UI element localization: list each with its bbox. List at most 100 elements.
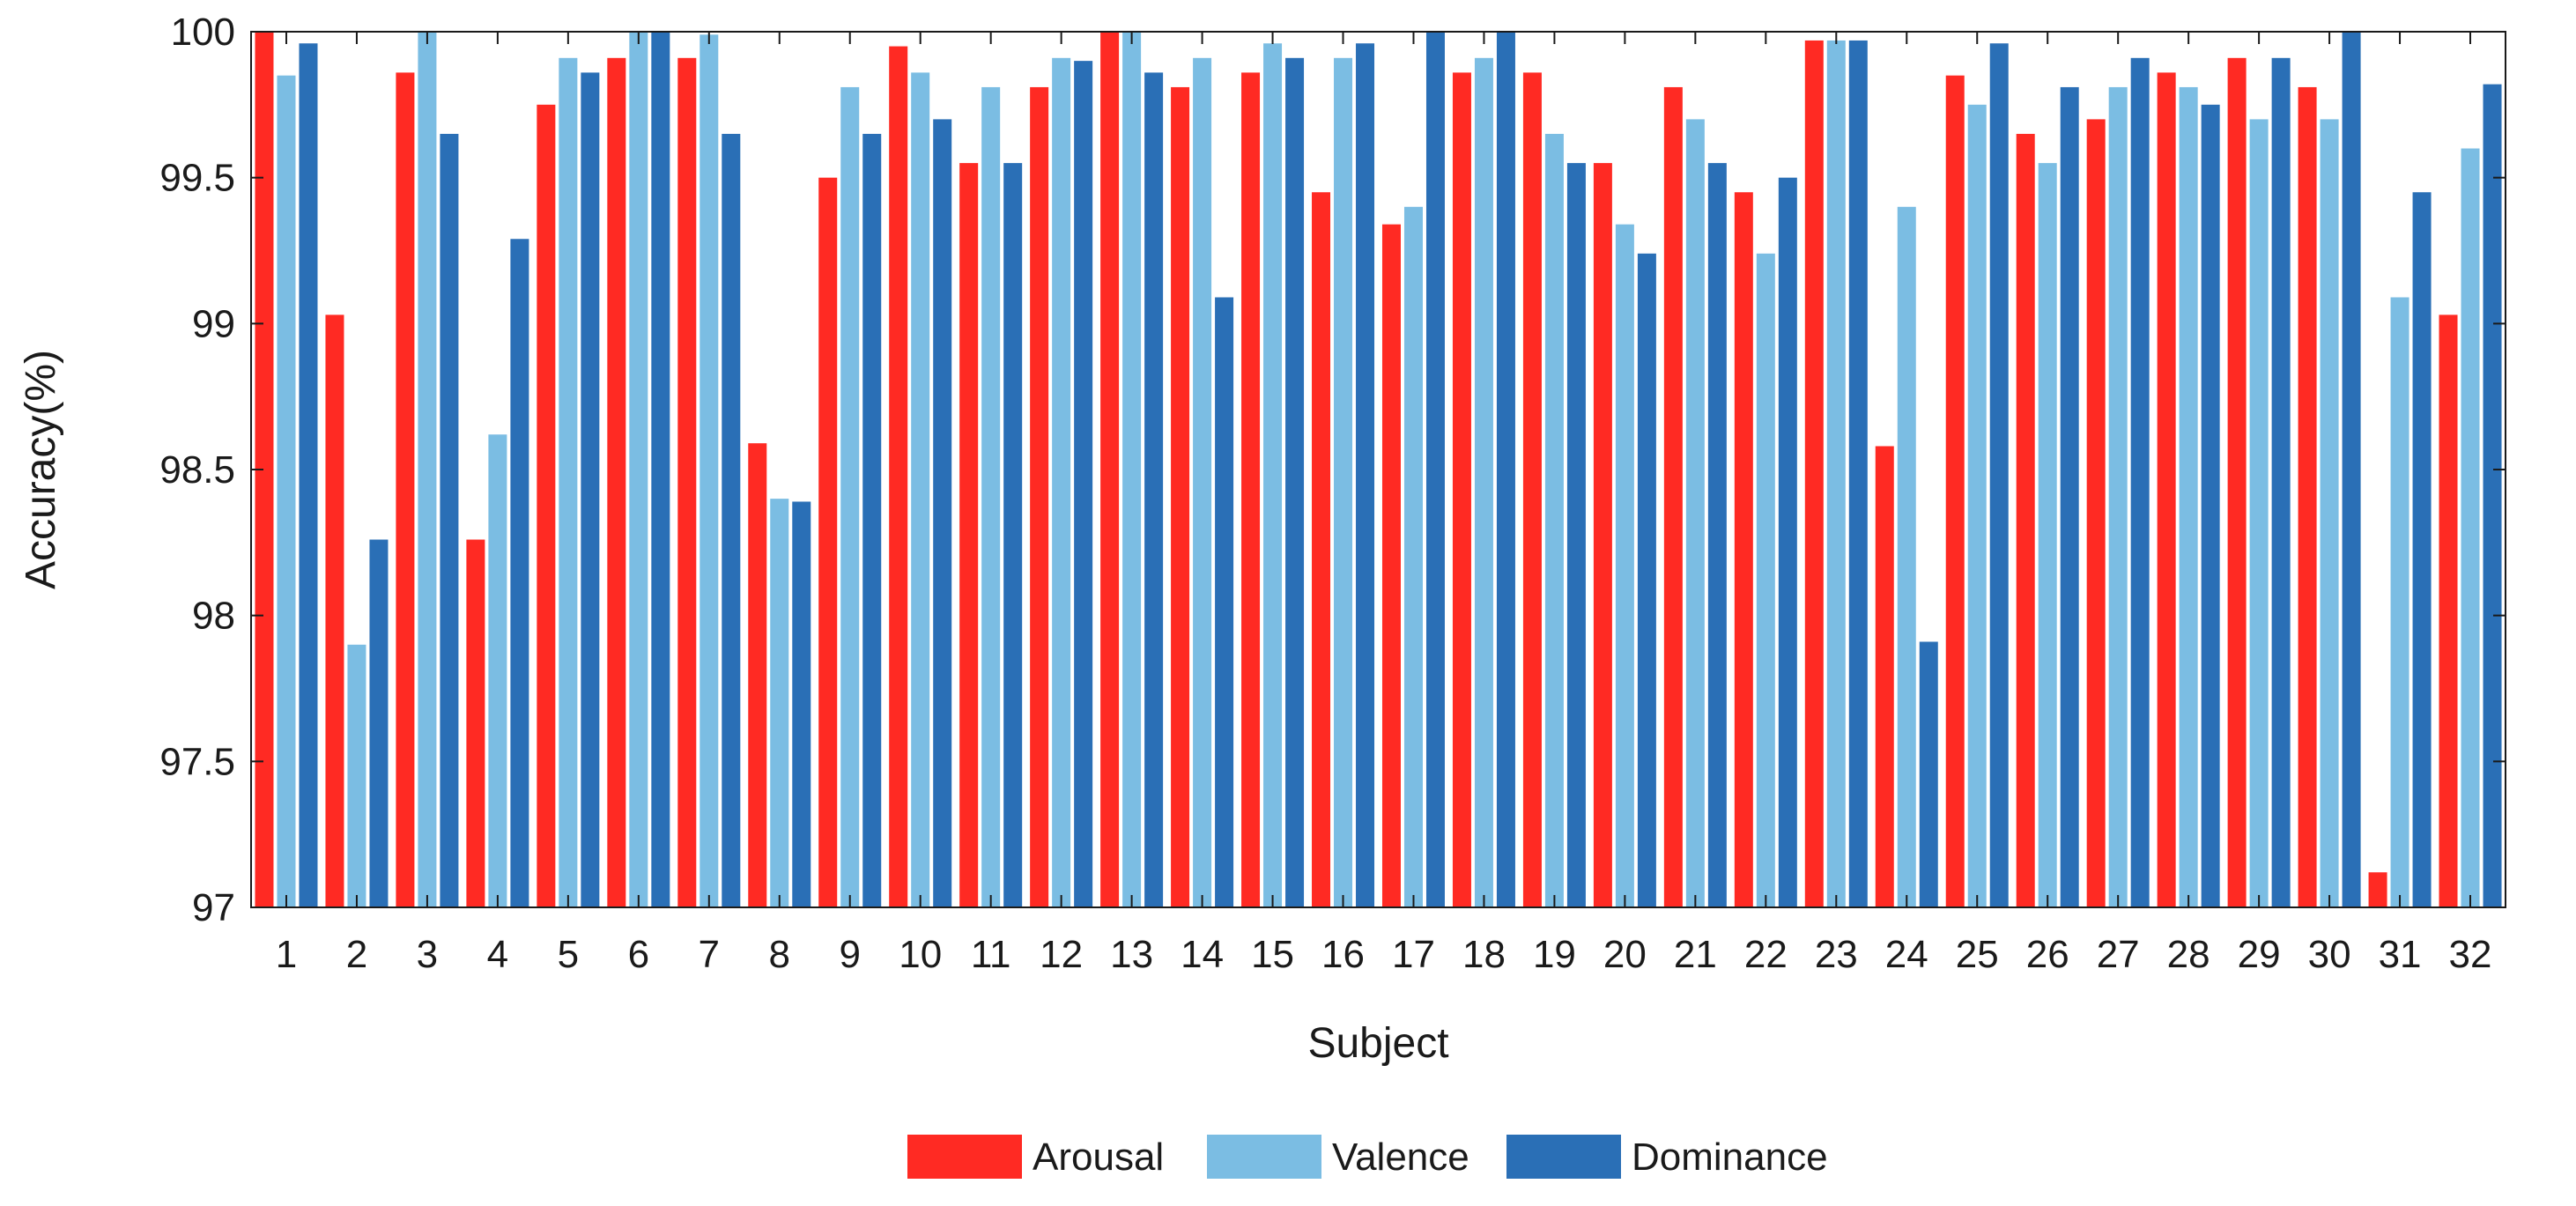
x-tick-label: 23 <box>1815 933 1858 976</box>
bar-arousal-subject-14 <box>1171 86 1190 907</box>
x-tick-label: 15 <box>1251 933 1294 976</box>
bar-valence-subject-12 <box>1052 57 1071 907</box>
bar-valence-subject-6 <box>629 32 648 907</box>
bar-dominance-subject-9 <box>862 133 882 908</box>
bar-dominance-subject-23 <box>1848 40 1868 907</box>
x-tick-label: 26 <box>2026 933 2069 976</box>
bar-valence-subject-27 <box>2108 86 2128 907</box>
x-tick-label: 4 <box>487 933 508 976</box>
bar-dominance-subject-7 <box>722 133 741 908</box>
bar-dominance-subject-8 <box>792 501 811 907</box>
bar-valence-subject-3 <box>418 32 437 907</box>
x-tick-label: 12 <box>1040 933 1083 976</box>
x-tick-label: 24 <box>1885 933 1928 976</box>
bar-dominance-subject-3 <box>440 133 459 908</box>
bar-valence-subject-31 <box>2390 297 2409 907</box>
bar-valence-subject-28 <box>2179 86 2198 907</box>
bar-arousal-subject-29 <box>2227 57 2247 907</box>
bar-dominance-subject-13 <box>1144 72 1164 907</box>
x-tick-label: 13 <box>1110 933 1153 976</box>
x-tick-label: 3 <box>417 933 438 976</box>
bar-arousal-subject-4 <box>466 539 485 907</box>
bar-arousal-subject-3 <box>396 72 415 907</box>
bar-arousal-subject-25 <box>1945 75 1965 907</box>
y-axis-ticks: 97 97.5 98 98.5 99 99.5 100 <box>159 11 2506 929</box>
bar-dominance-subject-29 <box>2271 57 2291 907</box>
bar-dominance-subject-20 <box>1637 253 1656 907</box>
bar-arousal-subject-32 <box>2439 314 2458 907</box>
legend-label-arousal: Arousal <box>1033 1136 1164 1179</box>
bar-arousal-subject-21 <box>1663 86 1683 907</box>
bars-layer <box>255 32 2502 908</box>
x-tick-label: 28 <box>2167 933 2210 976</box>
bar-arousal-subject-22 <box>1734 192 1753 908</box>
y-tick-label: 97.5 <box>159 740 235 783</box>
bar-valence-subject-15 <box>1263 43 1283 907</box>
bar-arousal-subject-11 <box>959 163 979 908</box>
bar-dominance-subject-18 <box>1496 32 1515 907</box>
x-tick-label: 27 <box>2097 933 2140 976</box>
bar-arousal-subject-17 <box>1381 224 1401 907</box>
bar-dominance-subject-15 <box>1285 57 1305 907</box>
x-tick-label: 10 <box>899 933 942 976</box>
bar-dominance-subject-22 <box>1778 177 1797 908</box>
bar-arousal-subject-19 <box>1522 72 1542 907</box>
bar-dominance-subject-16 <box>1356 43 1375 907</box>
x-tick-label: 21 <box>1674 933 1717 976</box>
y-tick-label: 98.5 <box>159 448 235 492</box>
bar-arousal-subject-23 <box>1804 40 1824 907</box>
bar-dominance-subject-2 <box>369 539 389 907</box>
x-tick-label: 18 <box>1462 933 1506 976</box>
bar-valence-subject-29 <box>2249 119 2269 907</box>
x-axis-ticks: 1 2 3 4 5 6 7 8 9 10 11 12 13 14 15 16 17 18 19 20 21 22 23 24 2… <box>276 32 2492 976</box>
bar-arousal-subject-2 <box>325 314 344 907</box>
y-tick-label: 99 <box>192 302 235 345</box>
bar-arousal-subject-6 <box>607 57 626 907</box>
legend-swatch-valence <box>1207 1135 1321 1179</box>
bar-arousal-subject-31 <box>2368 872 2387 907</box>
bar-valence-subject-11 <box>981 86 1001 907</box>
bar-valence-subject-26 <box>2038 163 2057 908</box>
bar-arousal-subject-20 <box>1593 163 1612 908</box>
bar-arousal-subject-5 <box>537 104 556 907</box>
x-tick-label: 6 <box>628 933 649 976</box>
bar-valence-subject-7 <box>700 34 719 908</box>
y-tick-label: 97 <box>192 886 235 929</box>
legend-label-dominance: Dominance <box>1632 1136 1828 1179</box>
bar-valence-subject-30 <box>2320 119 2339 907</box>
bar-valence-subject-4 <box>488 434 507 907</box>
bar-arousal-subject-13 <box>1100 32 1120 907</box>
bar-valence-subject-25 <box>1967 104 1987 907</box>
bar-dominance-subject-30 <box>2342 32 2361 907</box>
bar-arousal-subject-7 <box>677 57 697 907</box>
x-tick-label: 14 <box>1181 933 1224 976</box>
x-tick-label: 17 <box>1392 933 1435 976</box>
y-tick-label: 100 <box>171 11 235 54</box>
bar-dominance-subject-1 <box>299 43 318 907</box>
bar-arousal-subject-12 <box>1030 86 1049 907</box>
bar-dominance-subject-21 <box>1707 163 1727 908</box>
bar-arousal-subject-24 <box>1875 446 1894 907</box>
bar-valence-subject-21 <box>1685 119 1705 907</box>
bar-arousal-subject-10 <box>889 46 908 907</box>
x-tick-label: 22 <box>1744 933 1788 976</box>
bar-arousal-subject-1 <box>255 32 274 907</box>
bar-dominance-subject-24 <box>1919 641 1938 907</box>
bar-valence-subject-9 <box>840 86 860 907</box>
bar-arousal-subject-27 <box>2086 119 2106 907</box>
bar-valence-subject-2 <box>347 644 366 907</box>
x-tick-label: 32 <box>2449 933 2492 976</box>
bar-dominance-subject-19 <box>1566 163 1586 908</box>
x-tick-label: 2 <box>346 933 367 976</box>
y-tick-label: 99.5 <box>159 157 235 200</box>
bar-arousal-subject-30 <box>2298 86 2317 907</box>
bar-dominance-subject-12 <box>1074 61 1093 907</box>
bar-arousal-subject-26 <box>2016 133 2035 908</box>
bar-valence-subject-20 <box>1615 224 1634 907</box>
bar-valence-subject-5 <box>559 57 578 907</box>
x-tick-label: 1 <box>276 933 297 976</box>
bar-arousal-subject-8 <box>748 443 767 907</box>
bar-valence-subject-32 <box>2461 148 2480 907</box>
bar-dominance-subject-14 <box>1215 297 1234 907</box>
